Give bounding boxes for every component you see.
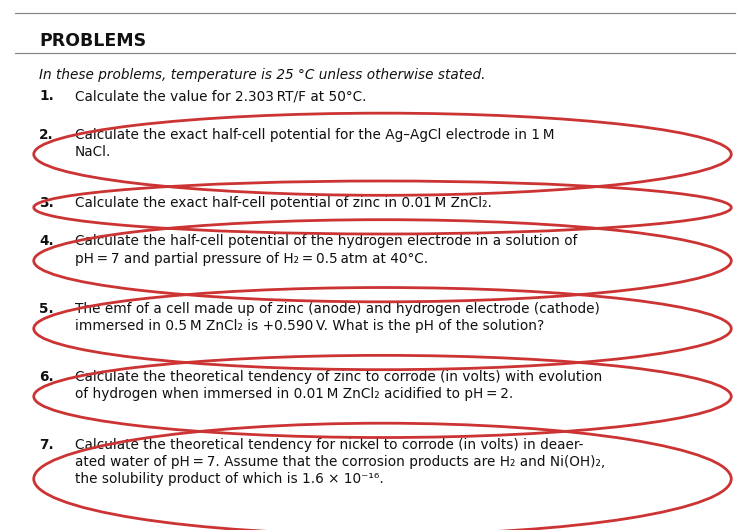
Text: 1.: 1.: [39, 89, 54, 103]
Text: Calculate the value for 2.303 RT/F at 50°C.: Calculate the value for 2.303 RT/F at 50…: [75, 89, 367, 103]
Text: PROBLEMS: PROBLEMS: [39, 32, 146, 50]
Text: 2.: 2.: [39, 128, 54, 142]
Text: In these problems, temperature is 25 °C unless otherwise stated.: In these problems, temperature is 25 °C …: [39, 68, 485, 82]
Text: The emf of a cell made up of zinc (anode) and hydrogen electrode (cathode)
immer: The emf of a cell made up of zinc (anode…: [75, 302, 600, 333]
Text: 6.: 6.: [39, 370, 54, 384]
Text: Calculate the theoretical tendency of zinc to corrode (in volts) with evolution
: Calculate the theoretical tendency of zi…: [75, 370, 602, 401]
Text: 7.: 7.: [39, 438, 54, 452]
Text: Calculate the theoretical tendency for nickel to corrode (in volts) in deaer-
at: Calculate the theoretical tendency for n…: [75, 438, 605, 487]
Text: Calculate the exact half-cell potential of zinc in 0.01 M ZnCl₂.: Calculate the exact half-cell potential …: [75, 196, 492, 209]
Text: 3.: 3.: [39, 196, 54, 209]
Text: 5.: 5.: [39, 302, 54, 316]
Text: 4.: 4.: [39, 234, 54, 248]
Text: Calculate the half-cell potential of the hydrogen electrode in a solution of
pH : Calculate the half-cell potential of the…: [75, 234, 578, 266]
Text: Calculate the exact half-cell potential for the Ag–AgCl electrode in 1 M
NaCl.: Calculate the exact half-cell potential …: [75, 128, 554, 159]
